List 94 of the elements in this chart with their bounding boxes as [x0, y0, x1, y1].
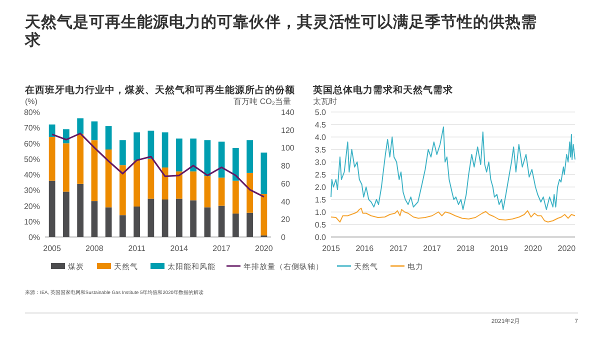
bar [218, 178, 225, 206]
x-tick-label: 2015 [322, 244, 340, 253]
y-tick-label: 0.5 [314, 220, 327, 230]
y2-tick-label: 0 [281, 233, 286, 242]
bar [48, 137, 56, 181]
y-tick-label: 80% [24, 108, 40, 117]
x-tick-label: 2019 [490, 244, 509, 253]
y-tick-label: 1.0 [314, 208, 327, 217]
bar [232, 214, 239, 237]
x-tick-label: 2020 [524, 244, 542, 253]
bar [148, 198, 154, 237]
y-tick-label: 4.0 [314, 133, 327, 142]
y-axis-title: (%) [25, 97, 38, 106]
y-tick-label: 0% [28, 233, 40, 242]
line-series [330, 126, 576, 210]
y2-tick-label: 60 [281, 179, 290, 188]
y-tick-label: 2.5 [314, 170, 327, 180]
x-tick-label: 2018 [456, 244, 476, 253]
x-tick-label: 2008 [86, 244, 104, 253]
bar [77, 184, 84, 237]
y-tick-label: 40% [24, 170, 40, 180]
y-tick-label: 1.5 [314, 196, 327, 204]
bar [260, 152, 268, 194]
y2-tick-label: 80 [281, 162, 290, 171]
bar [63, 143, 70, 192]
bar [148, 158, 154, 199]
bar [218, 206, 225, 237]
bar [260, 194, 268, 236]
bar [190, 200, 196, 237]
bar [105, 207, 112, 237]
bar [48, 180, 56, 237]
y2-tick-label: 120 [281, 126, 295, 135]
bar [120, 215, 126, 237]
bar [120, 140, 126, 166]
y-tick-label: 0.0 [314, 233, 327, 242]
bar [190, 138, 196, 172]
bar [134, 132, 140, 160]
y-tick-label: 70% [24, 124, 40, 133]
bar [246, 212, 253, 237]
x-tick-label: 2017 [390, 244, 408, 253]
bar [120, 165, 126, 216]
bar [218, 142, 225, 178]
x-tick-label: 2011 [128, 244, 146, 253]
bar [77, 134, 84, 184]
y2-tick-label: 100 [281, 144, 295, 153]
bar [246, 172, 253, 213]
bar [162, 200, 168, 237]
y-tick-label: 4.5 [314, 120, 327, 130]
x-tick-label: 2017 [212, 244, 232, 253]
chart-title: 在西班牙电力行业中，煤炭、天然气和可再生能源所占的份额 [24, 84, 296, 96]
y-axis-title: 太瓦时 [313, 97, 337, 106]
y-tick-label: 3.5 [314, 146, 327, 154]
y-tick-label: 10% [24, 217, 40, 226]
y-tick-label: 5.0 [314, 108, 327, 117]
bar [134, 160, 140, 207]
bar [232, 180, 239, 214]
x-tick-label: 2016 [356, 244, 374, 253]
y2-tick-label: 40 [281, 197, 290, 206]
bar [204, 207, 211, 237]
bar [91, 121, 98, 140]
bar [246, 140, 253, 173]
line-series [330, 208, 576, 222]
bar [190, 171, 196, 200]
y2-tick-label: 20 [281, 215, 290, 224]
bar [232, 148, 239, 181]
bar [176, 138, 182, 172]
y2-tick-label: 140 [281, 108, 295, 117]
chart-title: 英国总体电力需求和天然气需求 [312, 84, 454, 96]
x-tick-label: 2014 [170, 244, 189, 253]
bar [77, 118, 84, 134]
y2-axis-title: 百万吨 CO₂当量 [234, 97, 291, 106]
bar [204, 140, 211, 176]
y-tick-label: 50% [24, 154, 40, 164]
y-tick-label: 60% [24, 139, 40, 148]
line-series [51, 132, 265, 198]
x-tick-label: 2020 [558, 244, 576, 253]
bar [91, 140, 98, 202]
bar [176, 198, 182, 237]
x-tick-label: 2020 [255, 244, 274, 253]
bar [105, 126, 112, 150]
y-tick-label: 30% [24, 186, 40, 196]
bar [176, 171, 182, 199]
y-tick-label: 2.0 [314, 183, 327, 192]
bar [204, 176, 211, 208]
y-tick-label: 20% [24, 202, 40, 211]
bar [162, 132, 168, 168]
text: 天然气是可再生能源电力的可靠伙伴，其灵活性可以满足季节性的供热需求 [25, 14, 537, 50]
bar [91, 201, 98, 237]
bar [105, 150, 112, 208]
y-tick-label: 3.0 [314, 158, 327, 167]
x-tick-label: 2017 [423, 244, 442, 253]
bar [134, 206, 140, 237]
bar [63, 192, 70, 237]
x-tick-label: 2005 [43, 244, 62, 253]
